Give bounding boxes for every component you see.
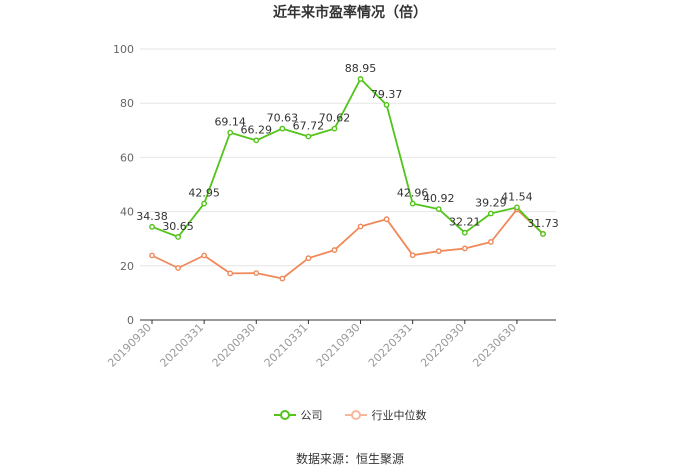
- series-1-point: [357, 223, 364, 230]
- data-label: 42.95: [188, 187, 220, 200]
- y-axis-ticks: 0 20 40 60 80 100: [113, 43, 134, 327]
- x-tick-label: 20230630: [470, 321, 519, 370]
- data-label: 69.14: [214, 116, 246, 129]
- series-0-point: [201, 200, 208, 207]
- x-tick-label: 20200930: [210, 321, 259, 370]
- legend-item-industry-median[interactable]: 行业中位数: [344, 407, 427, 423]
- x-tick-label: 20210331: [262, 321, 311, 370]
- series-0-point: [253, 137, 260, 144]
- series-1-point: [279, 275, 286, 282]
- grid-lines: [140, 48, 556, 267]
- y-tick-label: 100: [113, 43, 134, 56]
- data-label: 70.62: [319, 112, 351, 125]
- data-label: 42.96: [397, 187, 429, 200]
- legend-item-company[interactable]: 公司: [273, 407, 323, 423]
- series-1-point: [305, 255, 312, 262]
- x-tick-label: 20220930: [418, 321, 467, 370]
- series-0-point: [383, 102, 390, 108]
- series-1-point: [149, 252, 155, 259]
- series-0-point: [357, 76, 364, 82]
- data-label: 67.72: [293, 119, 325, 132]
- series-0-point: [175, 234, 181, 240]
- chart-title: 近年来市盈率情况（倍）: [273, 5, 427, 21]
- series-1-point: [227, 270, 234, 277]
- series-0-point: [435, 206, 442, 213]
- series-lines: [151, 78, 544, 280]
- series-0-point: [227, 129, 234, 136]
- data-label: 70.63: [267, 112, 299, 125]
- series-1-point: [409, 252, 416, 259]
- series-0-point: [461, 229, 468, 236]
- legend-swatch-company: [273, 410, 296, 420]
- data-label: 30.65: [162, 220, 194, 233]
- y-tick-label: 0: [127, 314, 134, 327]
- legend-label-company: 公司: [300, 409, 323, 422]
- data-label: 31.73: [527, 217, 559, 230]
- series-1-point: [383, 216, 390, 223]
- x-tick-label: 20210930: [314, 321, 363, 370]
- x-tick-label: 20190930: [105, 321, 154, 370]
- series-0-point: [305, 133, 312, 140]
- series-line-1: [151, 208, 544, 280]
- series-0-point: [540, 231, 546, 237]
- series-1-point: [175, 265, 181, 271]
- data-label: 39.29: [475, 197, 507, 210]
- series-1-point: [435, 248, 442, 255]
- legend-swatch-industry-median: [344, 410, 367, 420]
- data-label: 88.95: [345, 62, 377, 75]
- data-label: 66.29: [241, 123, 273, 136]
- series-0-point: [514, 204, 520, 211]
- y-tick-label: 60: [120, 151, 134, 164]
- data-label: 79.37: [371, 88, 403, 101]
- series-0-point: [409, 200, 416, 207]
- data-label: 34.38: [136, 210, 168, 223]
- y-tick-label: 20: [120, 260, 134, 273]
- data-label: 41.54: [501, 190, 533, 203]
- series-1-point: [253, 270, 260, 277]
- series-line-0: [151, 78, 544, 238]
- legend: 公司 行业中位数: [0, 407, 700, 423]
- source-note: 数据来源：恒生聚源: [295, 452, 404, 466]
- series-0-point: [279, 125, 286, 132]
- y-tick-label: 40: [120, 206, 134, 219]
- series-0-point: [487, 210, 494, 217]
- series-0-point: [331, 125, 338, 132]
- y-tick-label: 80: [120, 97, 134, 110]
- series-points: [149, 76, 546, 282]
- x-tick-label: 20200331: [157, 321, 206, 370]
- series-1-point: [201, 252, 208, 259]
- legend-label-industry-median: 行业中位数: [371, 409, 427, 422]
- x-tick-label: 20220331: [366, 321, 415, 370]
- data-label: 32.21: [449, 216, 481, 229]
- series-1-point: [487, 239, 494, 245]
- series-1-point: [331, 247, 338, 253]
- series-1-point: [461, 245, 468, 252]
- series-0-point: [149, 223, 155, 230]
- data-label: 40.92: [423, 192, 455, 205]
- x-axis: 20190930 20200331 20200930 20210331 20210930…: [105, 319, 556, 370]
